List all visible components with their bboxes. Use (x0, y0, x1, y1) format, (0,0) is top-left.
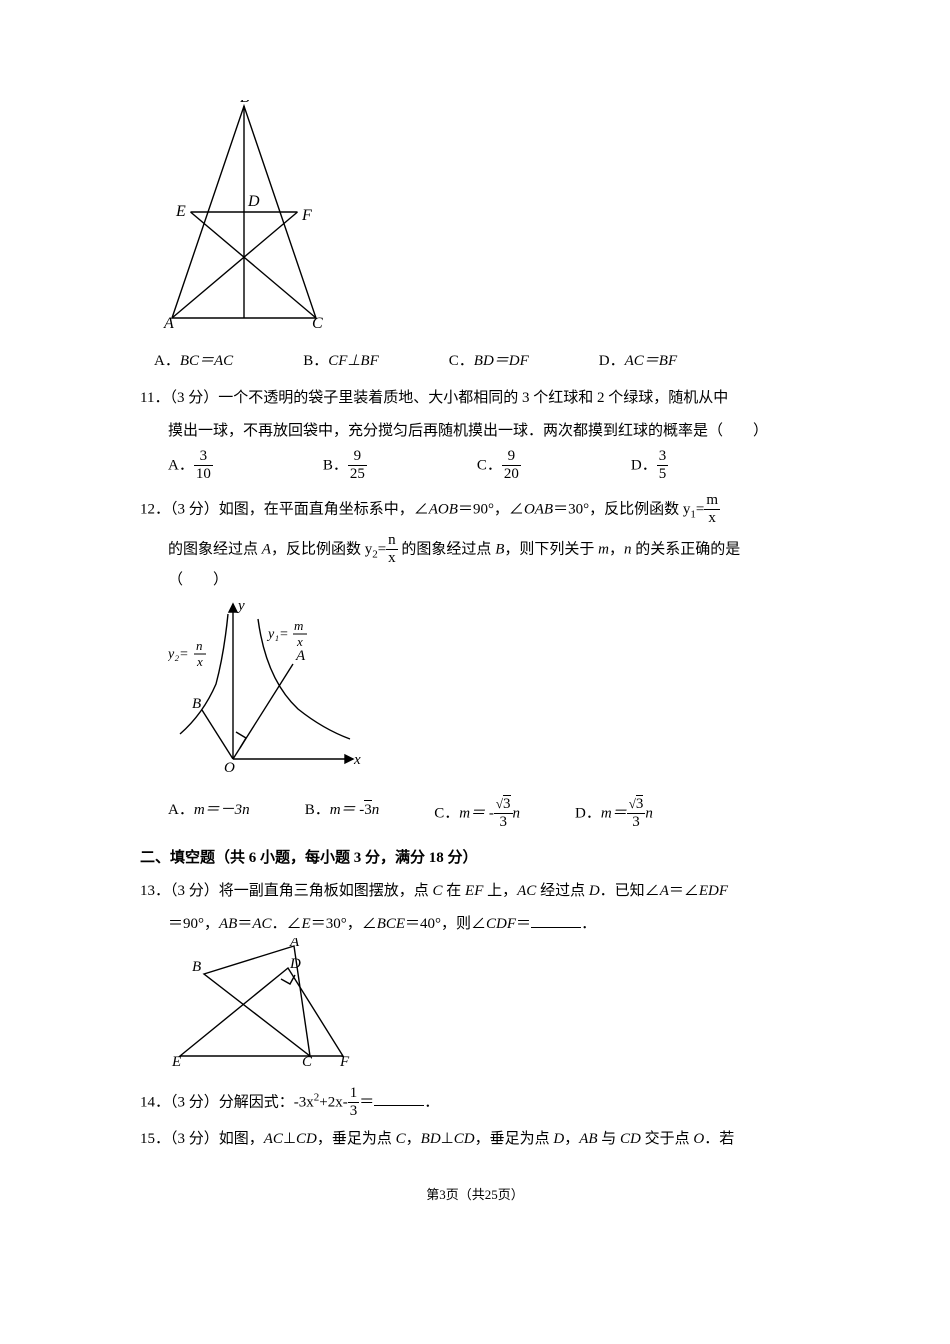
q10-optC: C．BD＝DF (449, 348, 529, 375)
q12-optC: C．m＝ -√33n (434, 797, 520, 831)
svg-text:O: O (224, 760, 235, 776)
q10-optD: D．AC＝BF (599, 348, 677, 375)
svg-text:m: m (294, 618, 303, 633)
svg-text:y₁=: y₁= (266, 627, 289, 642)
q14: 14．（3 分）分解因式：-3x2+2x-13＝． (140, 1086, 810, 1120)
q11-cont: 摸出一球，不再放回袋中，充分搅匀后再随机摸出一球．两次都摸到红球的概率是（ ） (168, 418, 810, 445)
svg-text:y: y (236, 598, 245, 614)
svg-text:x: x (353, 752, 361, 768)
q13-figure: A B C D E F (168, 938, 810, 1078)
svg-text:A: A (163, 315, 174, 330)
q13-line2: ＝90°，AB＝AC．∠E＝30°，∠BCE＝40°，则∠CDF＝． (168, 911, 810, 938)
q11-options: A．310 B．925 C．920 D．35 (168, 449, 810, 483)
svg-text:x: x (196, 654, 203, 669)
q10-options: A．BC＝AC B．CF⊥BF C．BD＝DF D．AC＝BF (154, 348, 810, 375)
q12-optA: A．m＝－3n (168, 797, 250, 831)
svg-text:B: B (240, 100, 250, 106)
q13-line1: 13．（3 分）将一副直角三角板如图摆放，点 C 在 EF 上，AC 经过点 D… (140, 878, 810, 905)
q11-optB: B．925 (323, 449, 367, 483)
q11-optC: C．920 (477, 449, 521, 483)
svg-text:F: F (339, 1054, 350, 1068)
q11-stem: 11．（3 分）一个不透明的袋子里装着质地、大小都相同的 3 个红球和 2 个绿… (140, 385, 810, 412)
svg-text:n: n (196, 638, 203, 653)
svg-text:D: D (247, 193, 260, 210)
q12-cont: 的图象经过点 A，反比例函数 y2=nx 的图象经过点 B，则下列关于 m，n … (168, 533, 810, 567)
svg-text:E: E (171, 1054, 181, 1068)
q12-stem: 12．（3 分）如图，在平面直角坐标系中，∠AOB＝90°，∠OAB＝30°，反… (140, 493, 810, 527)
svg-text:B: B (192, 959, 201, 975)
svg-text:C: C (312, 315, 323, 330)
svg-text:y₂=: y₂= (168, 647, 189, 662)
svg-text:F: F (301, 207, 312, 224)
svg-text:x: x (296, 634, 303, 649)
q10-optA: A．BC＝AC (154, 348, 233, 375)
q14-blank (374, 1091, 424, 1106)
svg-text:A: A (289, 938, 300, 950)
q15: 15．（3 分）如图，AC⊥CD，垂足为点 C，BD⊥CD，垂足为点 D，AB … (140, 1126, 810, 1153)
q11-optD: D．35 (631, 449, 668, 483)
q10-optB: B．CF⊥BF (303, 348, 379, 375)
section2-title: 二、填空题（共 6 小题，每小题 3 分，满分 18 分） (140, 845, 810, 872)
svg-text:C: C (302, 1054, 313, 1068)
q12-optB: B．m＝ -3n (305, 797, 380, 831)
svg-text:E: E (175, 203, 186, 220)
q12-optD: D．m＝√33n (575, 797, 653, 831)
q13-blank (531, 913, 581, 928)
q12-paren: （ ） (168, 567, 810, 594)
svg-text:B: B (192, 696, 201, 712)
svg-text:D: D (289, 956, 301, 972)
q12-figure: y x O A B y₁= m x y₂= n x (168, 594, 810, 789)
q11-optA: A．310 (168, 449, 213, 483)
q12-options: A．m＝－3n B．m＝ -3n C．m＝ -√33n D．m＝√33n (168, 797, 810, 831)
q10-figure: B A C D E F (154, 100, 810, 340)
page-footer: 第3页（共25页） (140, 1183, 810, 1206)
svg-text:A: A (295, 648, 306, 664)
